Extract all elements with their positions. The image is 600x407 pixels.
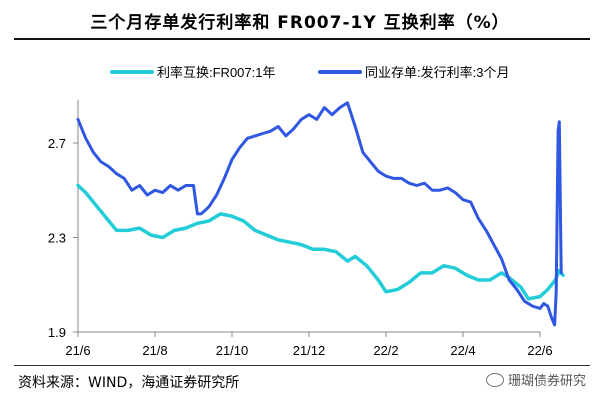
legend-label-1: 利率互换:FR007:1年	[157, 65, 275, 80]
legend-label-2: 同业存单:发行利率:3个月	[365, 65, 509, 80]
chart-title: 三个月存单发行利率和 FR007-1Y 互换利率（%）	[90, 13, 510, 33]
source-rule	[14, 365, 590, 366]
y-tick-label: 2.7	[48, 136, 66, 151]
source-note: 资料来源：WIND，海通证券研究所	[18, 375, 240, 391]
legend: 利率互换:FR007:1年 同业存单:发行利率:3个月	[110, 65, 509, 80]
title-rule	[14, 38, 590, 40]
x-tick-label: 21/6	[65, 343, 90, 358]
series-line-2	[76, 101, 563, 327]
series-lines	[76, 101, 565, 327]
x-tick-label: 21/12	[293, 343, 326, 358]
axes: 1.9 2.3 2.7 21/6 21/8 21/10 21/12 22/2 22/4 22/6	[48, 100, 553, 358]
x-tick-label: 22/6	[527, 343, 552, 358]
watermark-label: 珊瑚债券研究	[507, 374, 586, 389]
x-tick-label: 22/2	[373, 343, 398, 358]
watermark: 珊瑚债券研究	[485, 370, 586, 389]
x-tick-label: 22/4	[450, 343, 475, 358]
series-line-1	[76, 183, 565, 301]
y-tick-label: 2.3	[48, 231, 66, 246]
y-tick-label: 1.9	[48, 325, 66, 340]
x-tick-label: 21/10	[216, 343, 249, 358]
x-tick-label: 21/8	[142, 343, 167, 358]
wechat-icon	[485, 372, 504, 387]
